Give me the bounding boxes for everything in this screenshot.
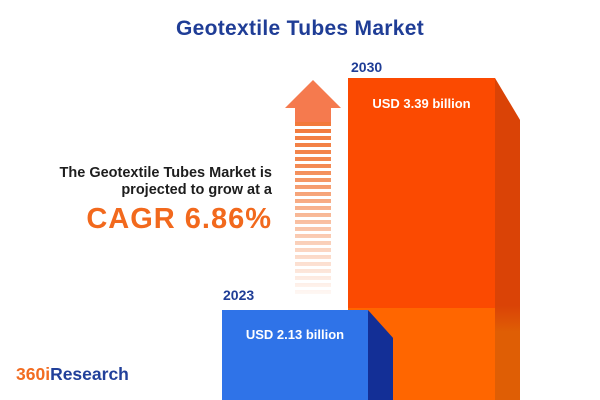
bar-2023-front-face (222, 310, 368, 400)
bar-2023-year-label: 2023 (223, 287, 255, 303)
arrow-head-icon (285, 80, 341, 108)
bar-2030-side-face (495, 78, 520, 400)
logo-suffix: Research (50, 364, 129, 384)
arrow-striped-shaft (295, 122, 331, 295)
cagr-text: CAGR 6.86% (86, 203, 272, 235)
page-title: Geotextile Tubes Market (175, 17, 425, 40)
bar-2023-value-label: USD 2.13 billion (245, 327, 345, 342)
logo-prefix: 360i (16, 364, 51, 384)
annotation-line-1: The Geotextile Tubes Market is (59, 165, 272, 181)
bar-2030-value-label: USD 3.39 billion (372, 96, 471, 111)
logo-360iresearch[interactable]: 360iResearch (16, 364, 129, 385)
annotation-block: The Geotextile Tubes Market is projected… (30, 165, 272, 236)
arrow-neck (295, 108, 331, 122)
annotation-line-2: projected to grow at a (121, 181, 272, 198)
bar-2030-year-label: 2030 (351, 59, 383, 75)
